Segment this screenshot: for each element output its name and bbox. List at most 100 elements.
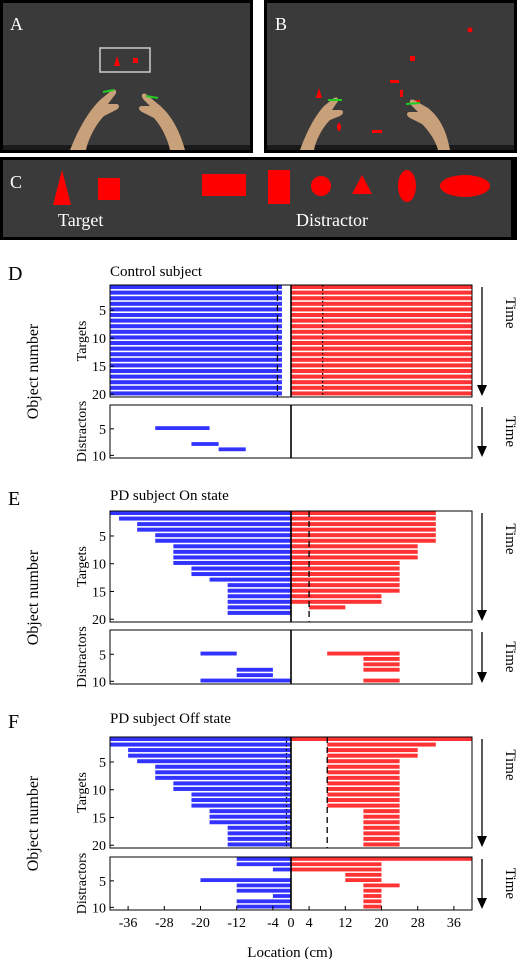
panel2-targets-right-bar: [363, 842, 400, 847]
panel2-targets-frame: [109, 736, 473, 849]
panel2-targets-right-bar: [327, 803, 400, 808]
panel1-targets-right-bar: [291, 572, 400, 577]
panel2-targets-time-arrowhead: [477, 836, 487, 847]
panel2-targets-right-bar: [363, 814, 400, 819]
panel0-y-axis-label: Object number: [25, 323, 42, 419]
panel0-targets-left-bar: [110, 341, 282, 346]
panel1-targets-left-bar: [119, 516, 291, 521]
panel2-targets-left-bar: [209, 809, 291, 814]
panel2-targets-right-bar: [327, 786, 400, 791]
distractor-rect-wide-icon: [202, 174, 246, 196]
panel0-targets-left-bar: [110, 307, 282, 312]
panel1-targets-right-bar: [291, 588, 400, 593]
panel0-distractors-left-bar: [218, 447, 246, 452]
panel0-targets-right-bar: [291, 385, 472, 390]
panel1-targets-left-bar: [227, 610, 291, 615]
panel0-targets-time-label: Time: [502, 297, 517, 328]
panel2-targets-right-bar: [327, 770, 400, 775]
panel1-targets-left-bar: [110, 511, 291, 515]
panel0-targets-right-bar: [291, 369, 472, 374]
panel0-targets-y-tick-label: 20: [92, 388, 106, 403]
panel2-distractors-right-bar: [345, 872, 382, 877]
panel2-targets-right-bar: [363, 825, 400, 830]
panel1-targets-left-bar: [227, 605, 291, 610]
panel-e-title: PD subject On state: [110, 488, 229, 504]
panel0-targets-time-arrowhead: [477, 385, 487, 396]
panel0-targets-label: Targets: [75, 321, 90, 362]
panel2-distractors-time-arrowhead: [477, 898, 487, 909]
panel2-targets-left-bar: [227, 836, 291, 841]
panel2-targets-left-bar: [209, 814, 291, 819]
panel0-targets-right-bar: [291, 324, 472, 329]
scene-b-table-edge: [267, 145, 514, 150]
scene-b-background: [267, 3, 514, 147]
shape-panel-background: [3, 160, 511, 237]
panel2-targets-right-bar: [291, 737, 472, 741]
panel2-distractors-y-tick-label: 10: [92, 901, 106, 916]
panel1-targets-right-bar: [291, 538, 436, 543]
panel1-distractors-time-label: Time: [502, 641, 517, 672]
panel0-targets-right-bar: [291, 380, 472, 385]
panel1-distractors-right-bar: [363, 667, 400, 672]
x-tick-label: 0: [288, 916, 295, 931]
panel1-targets-right-bar: [291, 522, 436, 527]
x-tick-label: -12: [227, 916, 246, 931]
panel1-distractors-label: Distractors: [75, 626, 90, 687]
panel-label-c: C: [10, 172, 22, 192]
x-tick-label: 20: [375, 916, 389, 931]
panel2-targets-right-bar: [327, 775, 400, 780]
panel2-targets-label: Targets: [75, 772, 90, 813]
left-finger-marker: [102, 89, 115, 93]
panel1-targets-left-bar: [191, 566, 291, 571]
panel2-distractors-left-bar: [272, 894, 291, 898]
panel2-distractors-right-bar: [363, 883, 400, 888]
panel2-targets-right-bar: [363, 820, 400, 825]
panel0-targets-left-bar: [110, 329, 282, 334]
panel1-targets-label: Targets: [75, 546, 90, 587]
right-finger-marker: [145, 95, 159, 99]
panel1-targets-left-bar: [173, 549, 291, 554]
panel2-distractors-left-bar: [236, 899, 291, 904]
panel2-targets-right-bar: [327, 748, 418, 753]
panel2-targets-left-bar: [110, 742, 291, 747]
panel2-distractors-time-label: Time: [502, 868, 517, 899]
panel2-targets-left-bar: [191, 803, 291, 808]
panel1-targets-y-tick-label: 20: [92, 613, 106, 628]
right-finger-marker: [405, 102, 421, 105]
panel1-distractors-y-tick-label: 10: [92, 675, 106, 690]
panel1-targets-right-bar: [291, 599, 382, 604]
right-hand-icon: [407, 99, 450, 150]
panel2-distractors-right-bar: [363, 899, 382, 904]
panel1-targets-left-bar: [227, 594, 291, 599]
panel1-targets-left-bar: [137, 527, 291, 532]
panel0-distractors-y-tick-label: 5: [99, 423, 106, 438]
right-hand-icon: [139, 93, 185, 150]
panel0-targets-left-bar: [110, 363, 282, 368]
panel1-targets-right-bar: [291, 516, 436, 521]
panel1-distractors-left-bar: [200, 678, 291, 683]
panel0-targets-left-bar: [110, 296, 282, 301]
panel0-targets-left-bar: [110, 369, 282, 374]
panel2-targets-left-bar: [155, 764, 291, 769]
x-tick-label: -4: [267, 916, 279, 931]
panel1-distractors-right-bar: [363, 662, 400, 667]
panel1-targets-left-bar: [209, 577, 291, 582]
panel2-distractors-right-bar: [363, 888, 382, 893]
panel2-targets-left-bar: [173, 781, 291, 786]
panel0-targets-right-bar: [291, 301, 472, 306]
panel2-targets-time-label: Time: [502, 749, 517, 780]
panel1-distractors-right-bar: [363, 678, 400, 683]
panel0-targets-left-bar: [110, 374, 282, 379]
panel2-distractors-right-bar: [363, 894, 382, 898]
panel1-targets-left-bar: [227, 599, 291, 604]
panel2-distractors-right-bar: [345, 878, 382, 883]
panel-label-a: A: [10, 14, 23, 34]
distractor-circle-icon: [311, 176, 331, 196]
panel1-targets-right-bar: [291, 544, 418, 549]
panel2-targets-left-bar: [128, 753, 291, 758]
panel2-targets-left-bar: [227, 825, 291, 830]
x-axis-label: Location (cm): [247, 945, 332, 959]
panel1-targets-right-bar: [309, 605, 346, 610]
panel1-distractors-time-arrowhead: [477, 672, 487, 683]
